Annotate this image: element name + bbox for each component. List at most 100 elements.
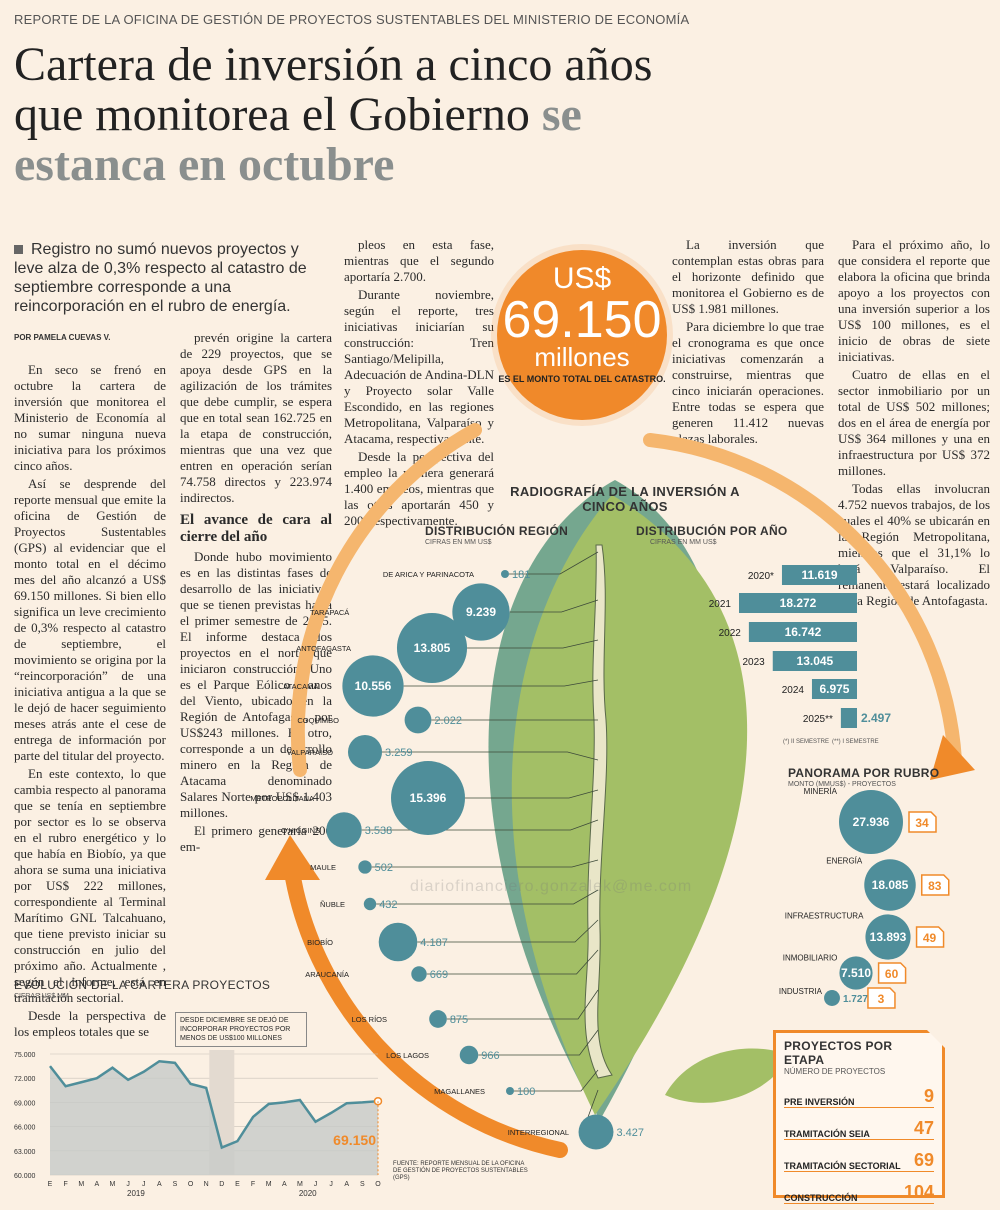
year-bar [748,622,857,642]
year-bar [840,708,857,728]
stage-count: 9 [923,1086,934,1106]
region-leader-line [403,679,599,687]
x-tick-label: M [110,1181,116,1188]
region-name-label: VALPARAÍSO [287,748,334,757]
x-tick-label: S [173,1181,178,1188]
document-icon [920,874,950,896]
x-tick-label: J [314,1181,318,1188]
rubro-bubble [839,790,903,854]
year-bar [811,679,857,699]
total-value: 69.150 [502,291,662,349]
rubro-chart-subtitle: MONTO (MMUS$) - PROYECTOS [788,781,896,788]
headline-line-3: estanca en octubre [14,138,395,191]
x-tick-label: A [282,1181,287,1188]
source-note: FUENTE: REPORTE MENSUAL DE LA OFICINA DE… [393,1161,528,1181]
year-label: 2019 [127,1189,145,1198]
evolution-title: EVOLUCIÓN DE LA CARTERA PROYECTOS [14,978,271,992]
ring-arrow-up-icon [265,835,320,880]
region-value-label: 875 [450,1014,468,1026]
y-tick-label: 60.000 [14,1173,36,1180]
region-value-label: 4.187 [420,937,448,949]
year-bar [781,565,857,585]
region-bubble [363,897,377,911]
region-value-label: 3.427 [616,1127,644,1139]
y-tick-label: 66.000 [14,1125,36,1132]
y-tick-label: 69.000 [14,1100,36,1107]
year-chart-title: DISTRIBUCIÓN POR AÑO [636,524,788,538]
stage-row: TRAMITACIÓN SECTORIAL 69 [784,1150,934,1172]
region-name-label: MAGALLANES [434,1087,485,1096]
rubro-value-label: 27.936 [853,815,890,829]
stage-row: TRAMITACIÓN SEIA 47 [784,1118,934,1140]
folded-corner-icon [927,1030,945,1048]
rubro-bubble [864,859,916,911]
region-value-label: 669 [430,969,448,981]
kicker: REPORTE DE LA OFICINA DE GESTIÓN DE PROY… [14,12,690,27]
evolution-line [49,1059,379,1150]
last-value-label: 69.150 [333,1132,376,1148]
rubro-bubble [839,956,873,990]
year-bar-category: 2024 [782,685,805,696]
region-name-label: O'HIGGINS [281,826,320,835]
region-name-label: LOS LAGOS [386,1051,429,1060]
y-tick-label: 75.000 [14,1052,36,1059]
region-bubble [342,655,404,717]
region-value-label: 502 [375,862,393,874]
total-currency: US$ [552,262,612,295]
region-leader-line [371,859,599,868]
region-chart-title: DISTRIBUCIÓN REGIÓN [425,524,569,538]
region-leader-line [467,639,599,649]
headline-line-2: que monitorea el Gobierno se [14,90,774,140]
year-bar-value: 6.975 [819,682,849,696]
region-leader-line [509,599,599,613]
x-tick-label: S [360,1181,365,1188]
year-bar [739,593,857,613]
region-leader-line [382,751,599,761]
region-bubble [500,569,510,579]
stage-table-subtitle: NÚMERO DE PROYECTOS [784,1067,886,1076]
evolution-area-chart: 75.000 72.000 69.000 66.000 63.000 60.000 69.1… [14,1050,383,1198]
region-bubble [404,706,432,734]
leaf-front [511,495,748,1115]
region-value-label: 966 [481,1050,499,1062]
region-value-label: 13.805 [414,641,451,655]
rubro-project-count: 60 [885,967,899,981]
paragraph: Para el próximo año, lo que considera el… [838,237,990,364]
rubro-chart-title: PANORAMA POR RUBRO [788,766,940,780]
rubro-name-label: INMOBILIARIO [783,953,838,962]
year-bar-value: 11.619 [801,568,837,582]
article-column-3: pleos en esta fase, mientras que el segu… [344,237,494,531]
x-tick-label: E [235,1181,240,1188]
rubro-name-label: ENERGÍA [826,856,863,865]
headline-part: que monitorea el Gobierno [14,88,530,141]
byline: POR PAMELA CUEVAS V. [14,333,111,342]
x-tick-label: M [297,1181,303,1188]
x-tick-label: M [266,1181,272,1188]
lead-text: Registro no sumó nuevos proyectos y leve… [14,241,307,315]
region-value-label: 3.259 [385,747,413,759]
region-bubble [506,1087,514,1095]
rubro-project-count: 3 [878,992,885,1006]
headline: Cartera de inversión a cinco años que mo… [14,40,774,190]
x-tick-label: O [188,1181,194,1188]
year-bar-value: 16.742 [785,625,822,639]
total-caption: ES EL MONTO TOTAL DEL CATASTRO. [498,374,666,384]
watermark: diariofinanciero.gonzalek@me.com [410,878,693,895]
ring-arc-left [290,423,482,777]
paragraph: Cuatro de ellas en el sector inmobiliari… [838,367,990,478]
radiografia-title: RADIOGRAFÍA DE LA INVERSIÓN A CINCO AÑOS [510,484,740,514]
region-name-label: TARAPACÁ [310,608,349,617]
paragraph: En este contexto, lo que cambia respecto… [14,766,166,1005]
year-bar-value: 13.045 [797,654,834,668]
region-name-label: BIOBÍO [307,938,333,947]
paragraph: prevén origine la cartera de 229 proyect… [180,330,332,505]
paragraph: pleos en esta fase, mientras que el segu… [344,237,494,284]
evolution-subtitle: CIFRAS US$ MM [14,993,69,1000]
region-chart-subtitle: CIFRAS EN MM US$ [425,539,492,546]
region-value-label: 2.022 [434,715,462,727]
region-leader-lines [361,551,614,1133]
year-label: 2020 [299,1189,317,1198]
x-tick-label: J [126,1181,130,1188]
region-bubble [396,612,468,684]
year-bar-value: 18.272 [780,596,817,610]
